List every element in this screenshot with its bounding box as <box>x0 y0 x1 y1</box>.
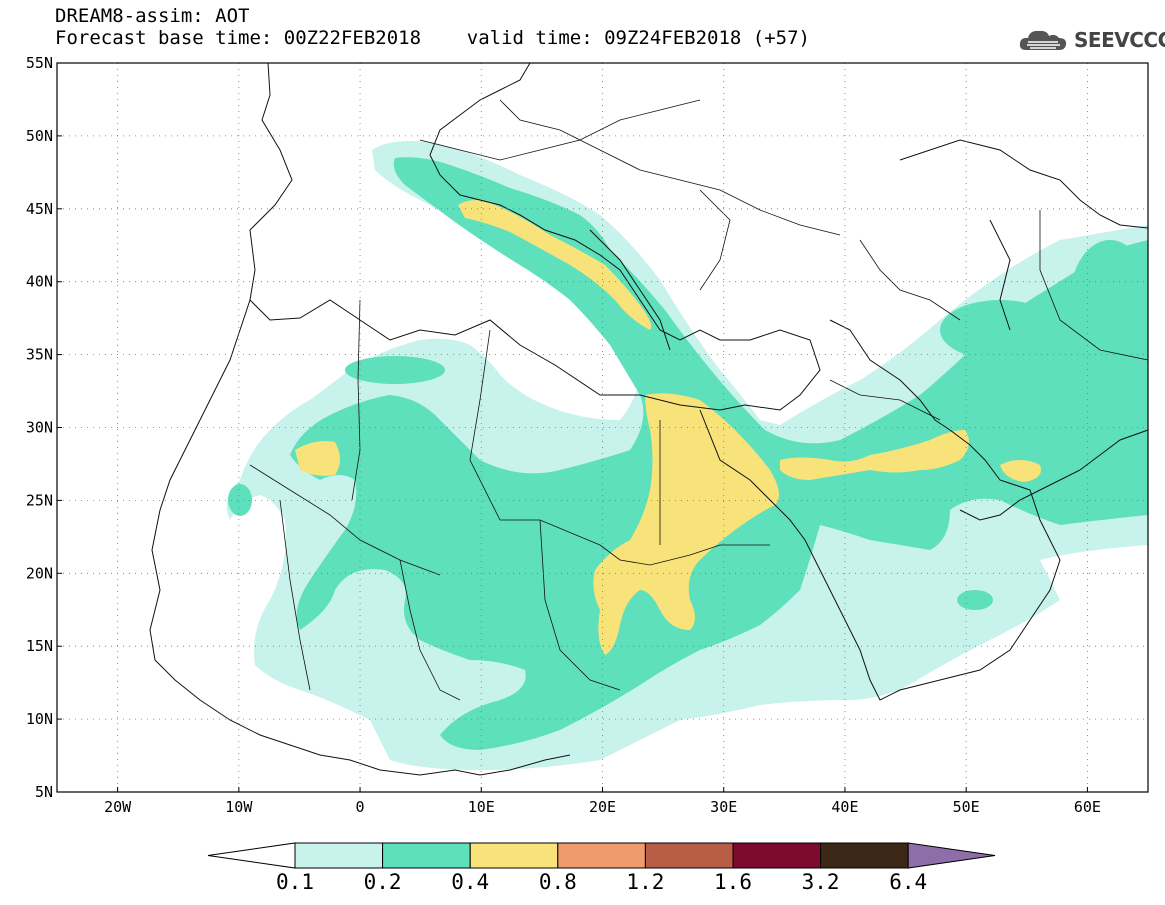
lon-label: 50E <box>953 798 980 816</box>
seevccc-logo: SEEVCCC <box>1018 26 1165 54</box>
colorbar-label: 0.4 <box>451 870 490 894</box>
axis-ticks <box>57 62 1088 793</box>
lat-label: 50N <box>26 127 53 145</box>
cloud-logo-icon <box>1019 30 1067 50</box>
colorbar-label: 0.8 <box>538 870 577 894</box>
colorbar-segment <box>469 842 559 869</box>
latitude-labels: 5N 10N 15N 20N 25N 30N 35N 40N 45N 50N 55N <box>26 54 53 801</box>
lon-label: 30E <box>710 798 737 816</box>
lon-label: 40E <box>831 798 858 816</box>
colorbar-segment <box>644 842 734 869</box>
map-title: DREAM8-assim: AOT <box>55 5 250 27</box>
logo-text: SEEVCCC <box>1074 28 1165 52</box>
colorbar-label: 6.4 <box>889 870 928 894</box>
lon-label: 20E <box>589 798 616 816</box>
colorbar-segment <box>294 842 384 869</box>
colorbar-segment <box>557 842 646 869</box>
lat-label: 55N <box>26 54 53 72</box>
colorbar-label: 0.2 <box>363 870 402 894</box>
colorbar-segment <box>732 842 822 869</box>
lat-label: 15N <box>26 637 53 655</box>
lon-label: 10E <box>468 798 495 816</box>
coastlines <box>149 63 1148 776</box>
colorbar-label: 1.6 <box>714 870 752 894</box>
colorbar-label: 1.2 <box>626 870 665 894</box>
colorbar-label: 0.1 <box>276 870 314 894</box>
lat-label: 30N <box>26 419 53 437</box>
lat-label: 5N <box>35 783 53 801</box>
lon-label: 20W <box>104 798 132 816</box>
lat-label: 35N <box>26 346 53 364</box>
lat-label: 40N <box>26 273 53 291</box>
lat-label: 20N <box>26 564 53 582</box>
colorbar-label: 3.2 <box>801 870 840 894</box>
lat-label: 25N <box>26 491 53 509</box>
colorbar-lower-arrow <box>207 842 296 869</box>
colorbar-upper-arrow <box>907 842 996 869</box>
lat-label: 45N <box>26 200 53 218</box>
map-area <box>57 63 1148 792</box>
lon-label: 0 <box>356 798 365 816</box>
lon-label: 10W <box>225 798 253 816</box>
aot-level-0.4 <box>295 200 1041 655</box>
lat-label: 10N <box>26 710 53 728</box>
colorbar-segment <box>382 842 471 869</box>
colorbar-segment <box>820 842 909 869</box>
colorbar <box>207 842 996 869</box>
longitude-labels: 20W 10W 0 10E 20E 30E 40E 50E 60E <box>104 798 1101 816</box>
lon-label: 60E <box>1074 798 1101 816</box>
forecast-time-subtitle: Forecast base time: 00Z22FEB2018 valid t… <box>55 27 810 49</box>
